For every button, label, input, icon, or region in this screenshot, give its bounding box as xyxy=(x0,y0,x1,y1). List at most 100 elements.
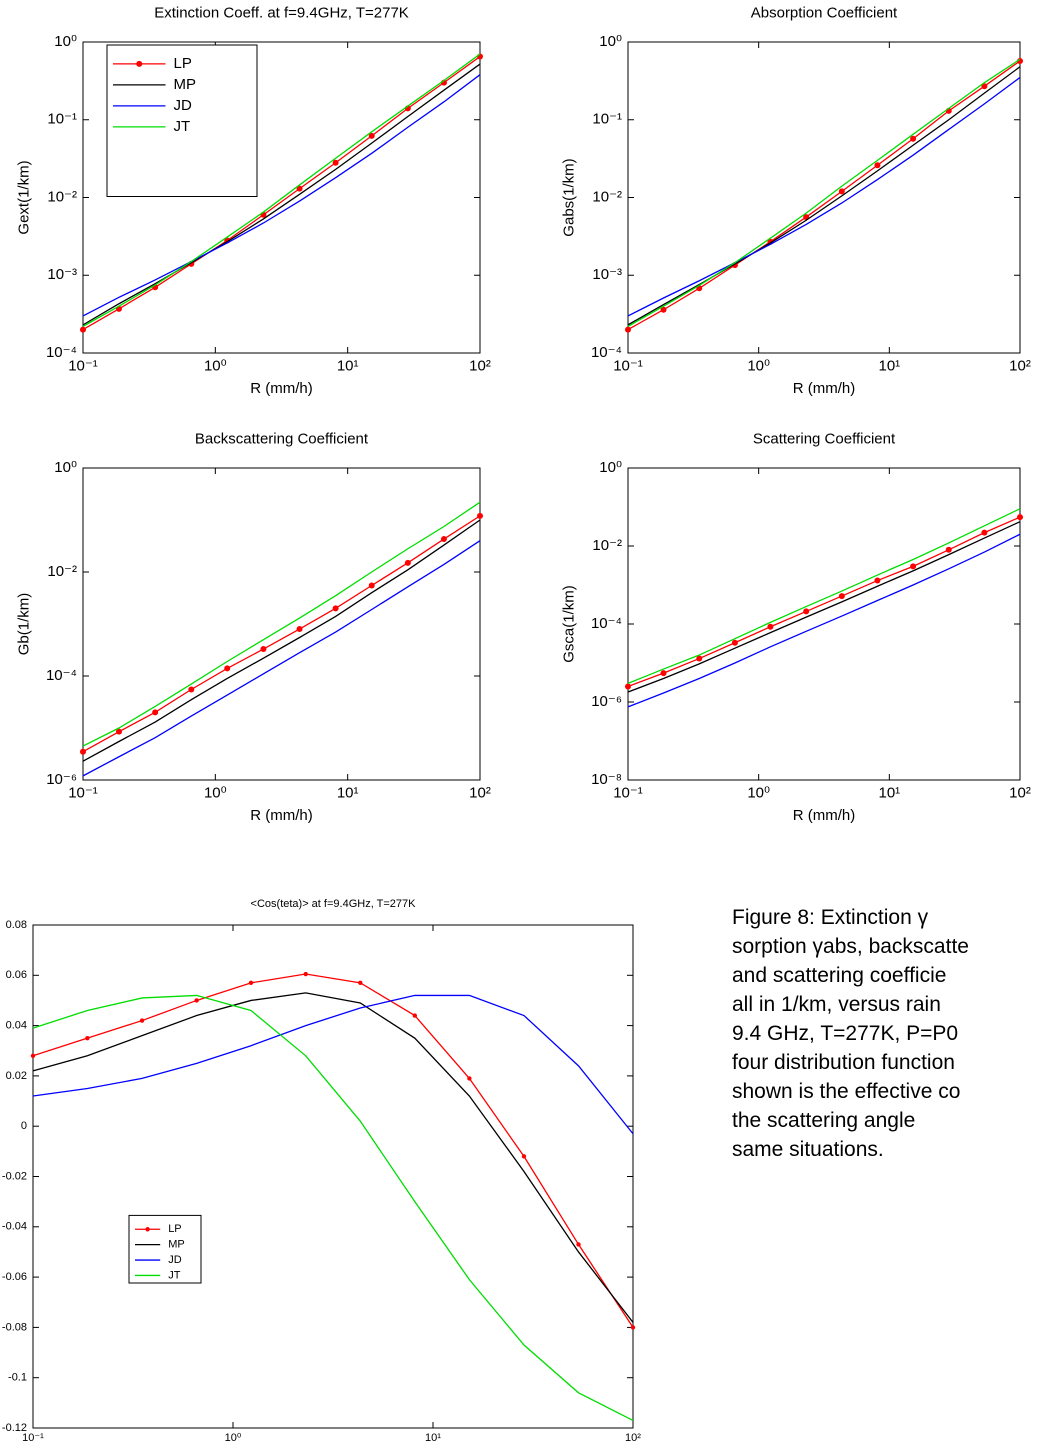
chart-title: <Cos(teta)> at f=9.4GHz, T=277K xyxy=(251,898,417,910)
x-tick-label: 10⁰ xyxy=(747,784,770,801)
series-marker xyxy=(194,998,199,1003)
series-line xyxy=(32,994,634,1135)
x-tick-label: 10¹ xyxy=(337,357,359,374)
y-tick-label: 10⁻¹ xyxy=(47,111,77,128)
series-line xyxy=(32,973,634,1328)
series-marker xyxy=(30,1053,36,1058)
x-tick-label: 10¹ xyxy=(337,784,359,801)
y-tick-label: 0.04 xyxy=(6,1020,27,1032)
series-line xyxy=(82,515,481,753)
legend-label: JD xyxy=(168,1254,182,1266)
x-tick-label: 10¹ xyxy=(425,1432,441,1444)
series-marker xyxy=(477,512,483,519)
y-tick-label: 10⁻⁶ xyxy=(46,771,77,788)
chart-title: Backscattering Coefficient xyxy=(195,430,369,447)
series-marker xyxy=(838,593,845,600)
y-axis-label: Gsca(1/km) xyxy=(560,585,577,663)
legend-box xyxy=(106,44,258,197)
y-tick-label: 10⁻² xyxy=(592,537,622,554)
y-tick-label: 10⁻² xyxy=(47,188,77,205)
x-tick-label: 10² xyxy=(625,1432,641,1444)
series-marker xyxy=(260,646,267,653)
y-tick-label: 10⁻² xyxy=(47,563,77,580)
series-marker xyxy=(521,1154,527,1159)
series-marker xyxy=(358,980,363,986)
legend-label: JD xyxy=(174,97,193,114)
y-tick-label: 10⁻³ xyxy=(47,266,77,283)
x-axis-label: R (mm/h) xyxy=(250,380,313,397)
caption: Figure 8: Extinction γ sorption γabs, bac… xyxy=(732,903,1040,1164)
x-tick-label: 10⁻¹ xyxy=(613,784,643,801)
series-marker xyxy=(625,683,631,690)
series-marker xyxy=(248,980,254,986)
series-marker xyxy=(874,577,881,584)
y-tick-label: -0.04 xyxy=(2,1221,27,1233)
series-line xyxy=(82,63,481,326)
y-tick-label: 10⁰ xyxy=(599,33,622,50)
legend-label: JT xyxy=(174,118,191,135)
x-tick-label: 10⁰ xyxy=(225,1432,242,1444)
chart-title: Absorption Coefficient xyxy=(751,4,898,21)
x-tick-label: 10⁰ xyxy=(204,784,227,801)
series-marker xyxy=(981,83,988,90)
y-axis-label: Gext(1/km) xyxy=(15,160,32,234)
caption-line: all in 1/km, versus rain xyxy=(732,993,941,1016)
y-tick-label: -0.06 xyxy=(2,1271,27,1283)
series-line xyxy=(627,521,1021,693)
caption-line: and scattering coefficie xyxy=(732,964,947,987)
legend-label: MP xyxy=(168,1239,185,1251)
series-marker xyxy=(152,709,159,716)
series-marker xyxy=(332,605,339,612)
y-tick-label: 10⁻⁴ xyxy=(46,667,77,684)
y-tick-label: 0.06 xyxy=(6,969,27,981)
x-tick-label: 10⁻¹ xyxy=(613,357,643,374)
y-tick-label: 10⁻⁶ xyxy=(591,693,622,710)
series-marker xyxy=(630,1325,636,1330)
plot-frame xyxy=(627,41,1021,354)
x-tick-label: 10¹ xyxy=(878,357,900,374)
chart-title: Extinction Coeff. at f=9.4GHz, T=277K xyxy=(154,4,409,21)
x-axis-label: R (mm/h) xyxy=(793,807,856,824)
caption-line: same situations. xyxy=(732,1138,884,1161)
x-axis-label: R (mm/h) xyxy=(250,807,313,824)
caption-line: shown is the effective co xyxy=(732,1080,961,1103)
y-tick-label: 10⁻⁴ xyxy=(591,615,622,632)
series-line xyxy=(82,56,481,331)
y-tick-label: 10⁰ xyxy=(54,33,77,50)
series-line xyxy=(627,533,1021,708)
series-line xyxy=(32,992,634,1323)
series-marker xyxy=(115,728,122,735)
y-axis-label: Gb(1/km) xyxy=(15,593,32,656)
series-marker xyxy=(576,1242,581,1247)
y-tick-label: -0.08 xyxy=(2,1321,27,1333)
x-tick-label: 10¹ xyxy=(878,784,900,801)
x-tick-label: 10² xyxy=(1009,784,1031,801)
legend-label: LP xyxy=(174,55,192,72)
x-tick-label: 10² xyxy=(1009,357,1031,374)
x-axis-label: R (mm/h) xyxy=(793,380,856,397)
plot-frame xyxy=(82,467,481,781)
y-tick-label: 0.02 xyxy=(6,1070,27,1082)
y-tick-label: 10⁻¹ xyxy=(592,111,622,128)
legend-marker xyxy=(145,1227,150,1232)
legend-label: LP xyxy=(168,1223,181,1235)
legend-marker xyxy=(136,60,143,67)
x-tick-label: 10⁰ xyxy=(747,357,770,374)
series-line xyxy=(32,994,634,1422)
series-marker xyxy=(80,326,86,333)
y-tick-label: 10⁰ xyxy=(599,459,622,476)
series-marker xyxy=(296,626,303,633)
y-tick-label: 0 xyxy=(21,1120,27,1132)
y-tick-label: -0.1 xyxy=(8,1372,27,1384)
series-line xyxy=(82,540,481,777)
y-tick-label: -0.02 xyxy=(2,1170,27,1182)
series-marker xyxy=(296,185,303,192)
series-marker xyxy=(188,686,195,693)
series-marker xyxy=(224,665,231,672)
series-line xyxy=(82,53,481,327)
series-line xyxy=(82,519,481,762)
series-marker xyxy=(981,529,988,536)
series-marker xyxy=(838,188,845,195)
series-line xyxy=(627,516,1021,688)
x-tick-label: 10⁻¹ xyxy=(68,357,98,374)
